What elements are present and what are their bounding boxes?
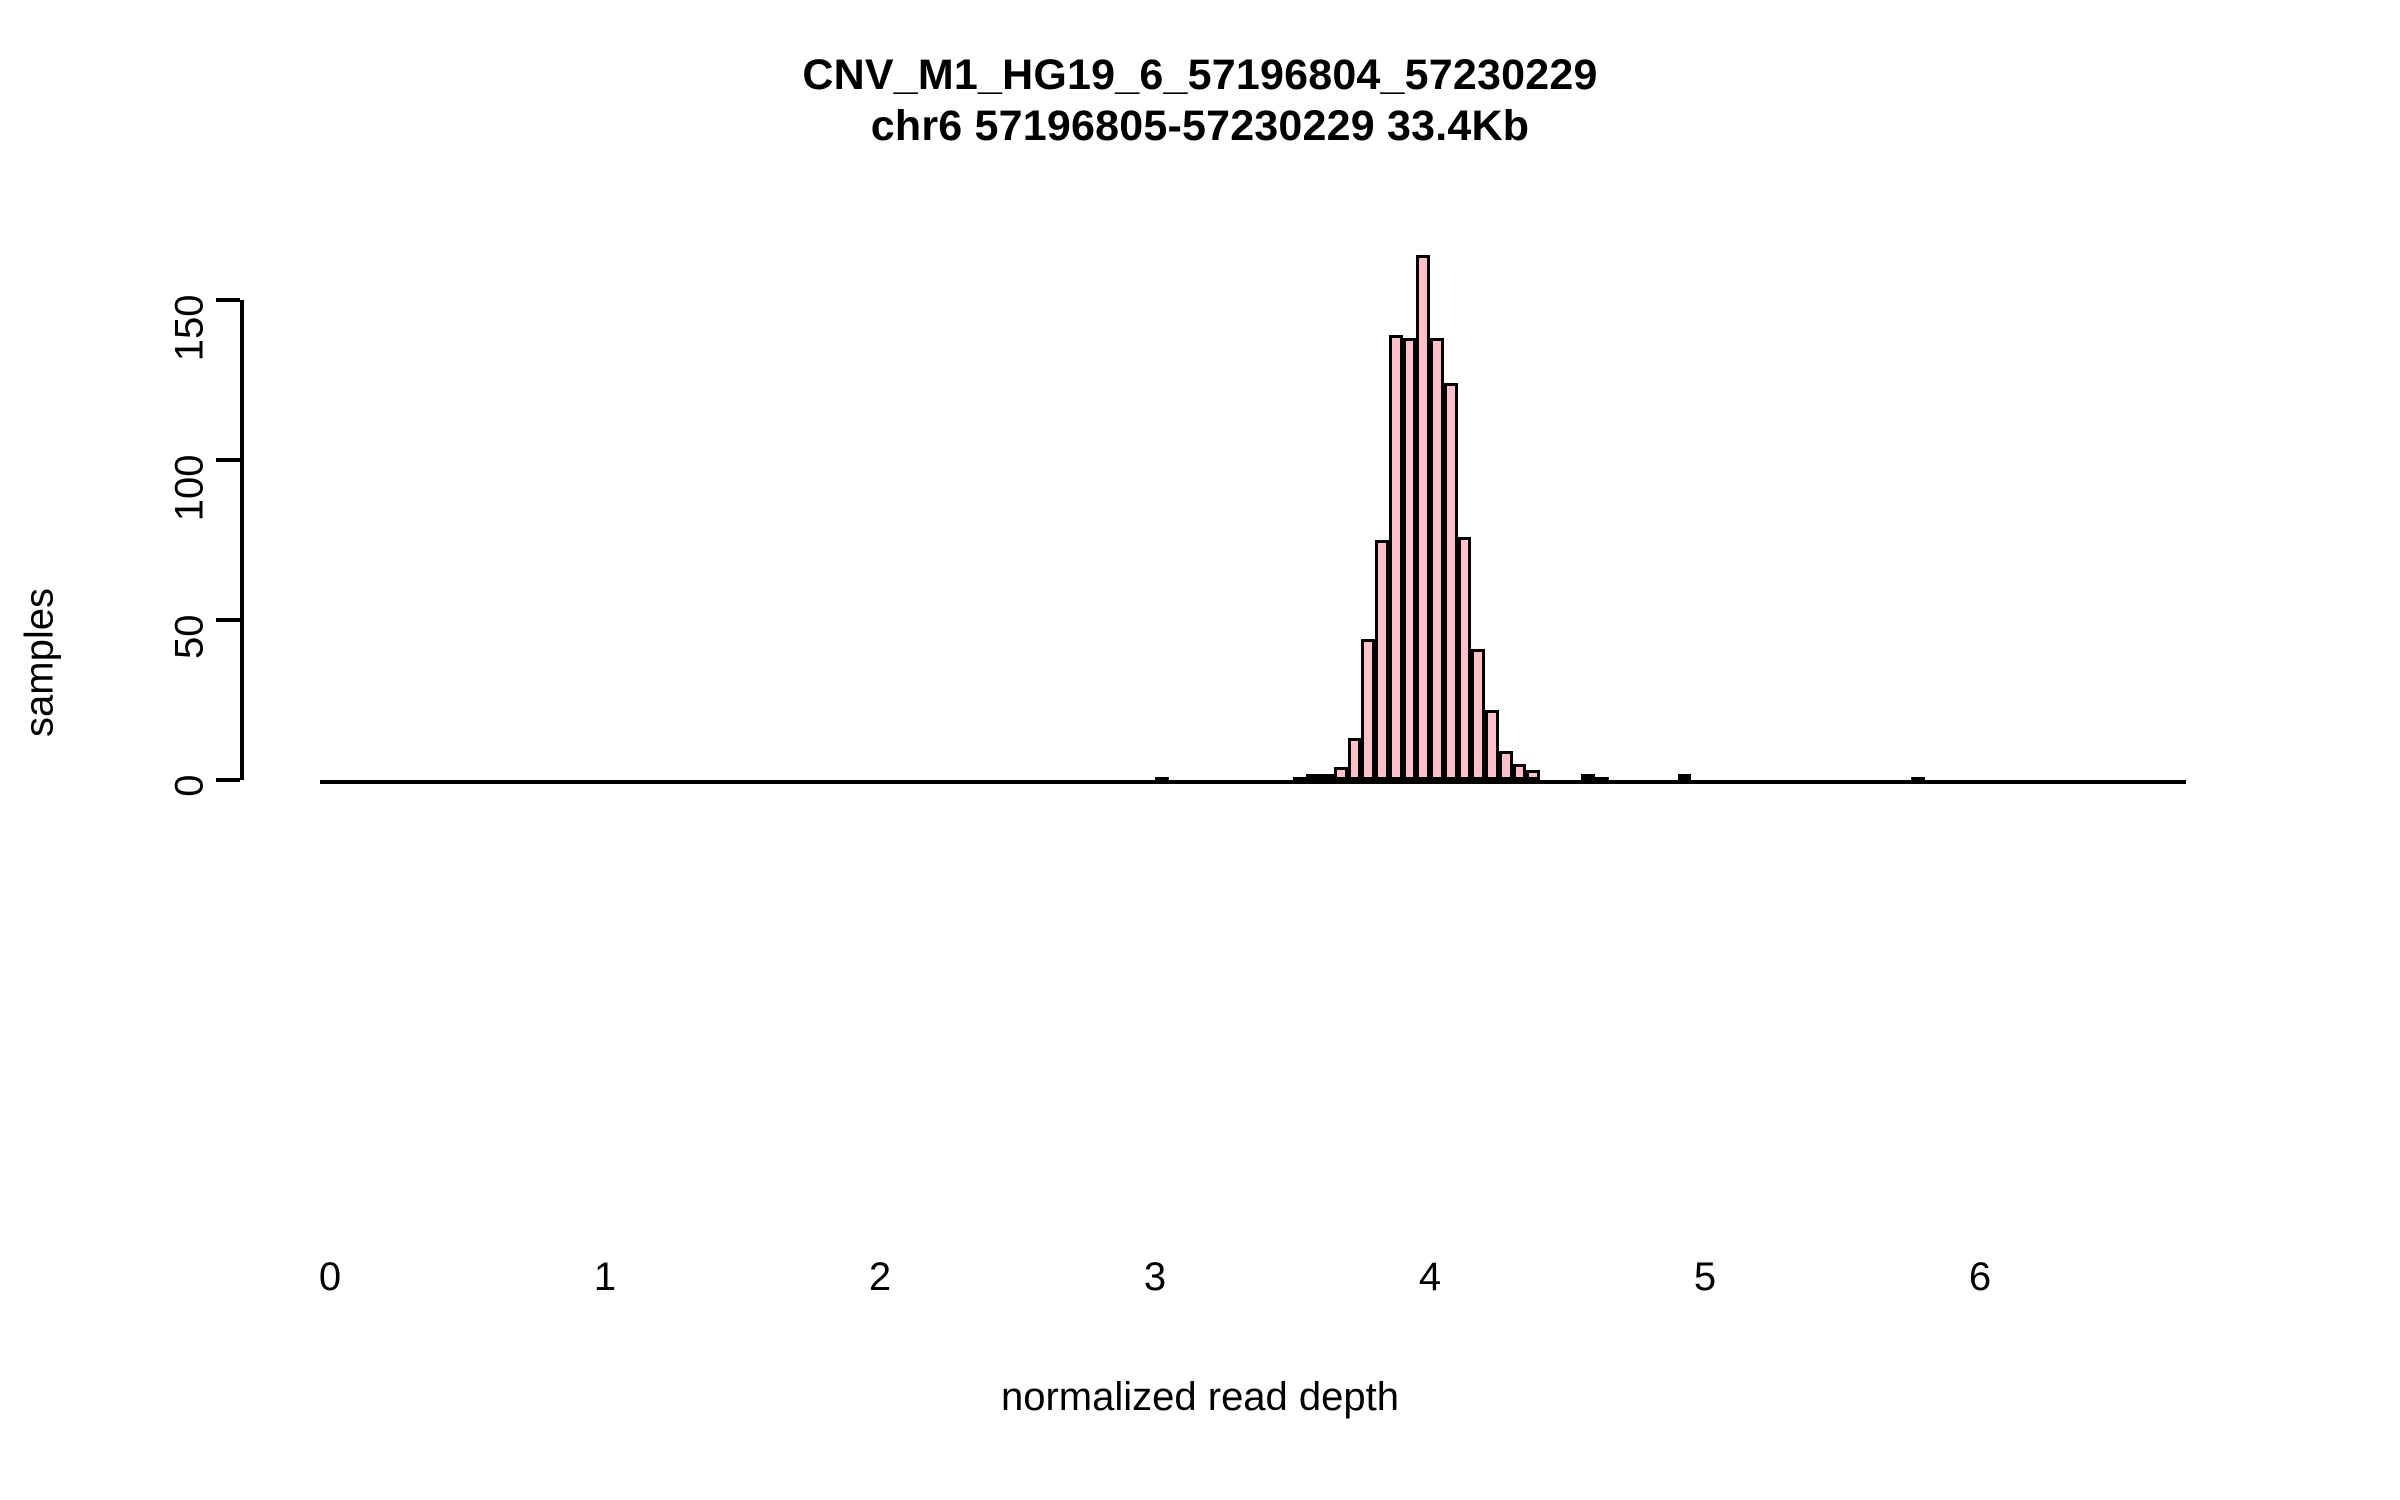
x-tick-label-3: 3 (1143, 1255, 1167, 1299)
x-axis-title: normalized read depth (1000, 1375, 1400, 1419)
histogram-bar (1375, 540, 1389, 780)
chart-title-line-1: CNV_M1_HG19_6_57196804_57230229 (802, 51, 1598, 99)
x-axis-line (320, 780, 2187, 784)
histogram-bar (1347, 738, 1362, 780)
y-tick-mark-150 (216, 298, 240, 302)
y-tick-label-100: 100 (167, 454, 212, 522)
x-tick-label-2: 2 (868, 1255, 892, 1299)
histogram-bar (1430, 338, 1444, 780)
y-tick-label-0: 0 (167, 774, 212, 797)
histogram-bar (1320, 773, 1334, 780)
histogram-bar (1485, 709, 1499, 780)
histogram-bar (1512, 764, 1527, 780)
y-tick-label-150: 150 (167, 294, 212, 362)
histogram-bar (1416, 255, 1430, 780)
y-tick-label-50: 50 (167, 614, 212, 660)
y-axis-title: samples (17, 588, 62, 737)
histogram-bar (1333, 767, 1348, 780)
chart-title: CNV_M1_HG19_6_57196804_57230229 chr6 571… (0, 50, 2400, 151)
histogram-bar (1526, 770, 1540, 780)
histogram-bar (1471, 648, 1485, 780)
x-tick-label-6: 6 (1968, 1255, 1992, 1299)
histogram-bar (1457, 536, 1472, 780)
x-tick-label-0: 0 (318, 1255, 342, 1299)
y-tick-mark-100 (216, 458, 240, 462)
histogram-bar (1361, 639, 1375, 780)
histogram-bar (1581, 773, 1595, 780)
y-tick-mark-0 (216, 778, 240, 782)
chart-title-line-2: chr6 57196805-57230229 33.4Kb (870, 101, 1530, 150)
histogram-bar (1402, 338, 1417, 780)
x-tick-label-5: 5 (1693, 1255, 1717, 1299)
histogram-bar (1498, 751, 1513, 780)
y-axis-line (240, 300, 244, 780)
histogram-bar (1443, 383, 1458, 780)
x-tick-label-4: 4 (1418, 1255, 1442, 1299)
histogram-bar (1677, 773, 1692, 780)
histogram-bar (1306, 773, 1320, 780)
y-tick-mark-50 (216, 618, 240, 622)
x-tick-label-1: 1 (593, 1255, 617, 1299)
histogram-bar (1388, 335, 1403, 780)
